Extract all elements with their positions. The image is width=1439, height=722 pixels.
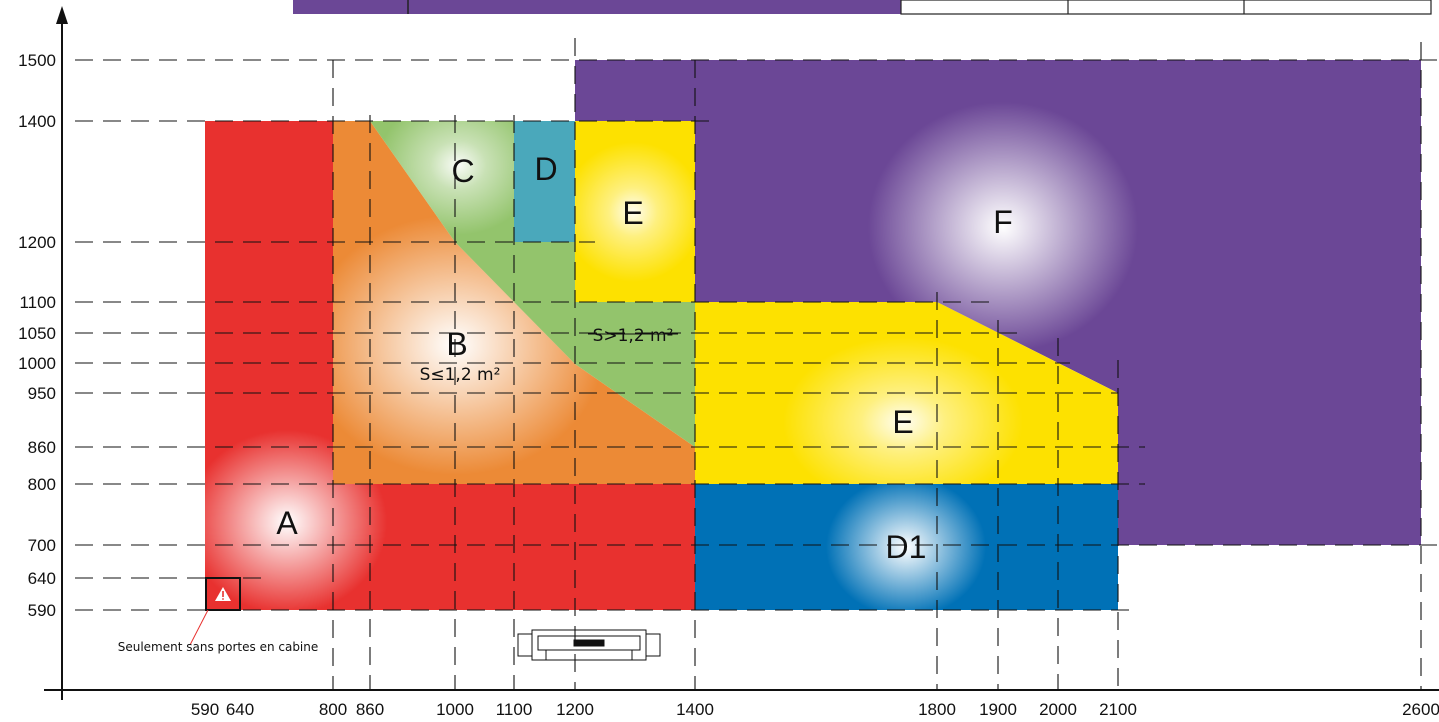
zone-e-upper-label: E <box>622 195 643 231</box>
x-tick-label: 640 <box>226 700 254 719</box>
x-tick-label: 2600 <box>1402 700 1439 719</box>
y-axis-arrow <box>56 6 68 24</box>
x-axis-ticks: 590 640 800 860 1000 1100 1200 1400 1800 1900 2000… <box>191 700 1439 719</box>
y-tick-label: 950 <box>28 384 56 403</box>
zone-c-label: C <box>451 153 474 189</box>
x-tick-label: 1100 <box>496 700 533 719</box>
warning-triangle-icon <box>215 587 231 601</box>
y-tick-label: 700 <box>28 536 56 555</box>
zone-a-label: A <box>276 505 298 541</box>
zone-d1 <box>695 484 1118 610</box>
y-tick-label: 1100 <box>19 293 56 312</box>
x-tick-label: 1800 <box>918 700 956 719</box>
cabin-door-icon <box>517 629 661 661</box>
x-tick-label: 590 <box>191 700 219 719</box>
x-tick-label: 2000 <box>1039 700 1077 719</box>
warning-leader-line <box>189 609 209 646</box>
x-tick-label: 860 <box>356 700 384 719</box>
axes <box>44 6 1439 700</box>
y-tick-label: 1500 <box>18 51 56 70</box>
x-tick-label: 1400 <box>676 700 714 719</box>
zone-d1-label: D1 <box>886 529 927 565</box>
x-tick-label: 1900 <box>979 700 1017 719</box>
zone-e-upper <box>575 121 695 302</box>
x-tick-label: 1200 <box>556 700 594 719</box>
zone-d-label: D <box>534 151 557 187</box>
x-tick-label: 1000 <box>436 700 474 719</box>
zone-b-note: S≤1,2 m² <box>420 365 501 385</box>
zone-b-label: B <box>446 326 467 362</box>
top-table-fragment <box>293 0 1432 15</box>
zone-e-lower <box>695 302 1118 484</box>
warning-marker: Seulement sans portes en cabine <box>118 577 319 654</box>
y-tick-label: 1050 <box>18 324 56 343</box>
y-tick-label: 590 <box>28 601 56 620</box>
zone-d-area <box>514 121 575 242</box>
x-tick-label: 2100 <box>1099 700 1137 719</box>
y-tick-label: 1200 <box>18 233 56 252</box>
zone-f-label: F <box>993 204 1013 240</box>
warning-box <box>205 577 241 611</box>
grid-lines <box>75 38 1439 690</box>
y-tick-label: 1000 <box>18 354 56 373</box>
y-tick-label: 860 <box>28 438 56 457</box>
zone-e-note: S>1,2 m² <box>593 326 674 346</box>
y-tick-label: 640 <box>28 569 56 588</box>
x-tick-label: 800 <box>319 700 347 719</box>
y-axis-ticks: 1500 1400 1200 1100 1050 1000 950 860 800 700 640 5… <box>18 51 56 620</box>
zone-e-lower-label: E <box>892 404 913 440</box>
warning-note: Seulement sans portes en cabine <box>118 640 319 654</box>
y-tick-label: 1400 <box>18 112 56 131</box>
zone-f <box>575 60 1421 545</box>
y-tick-label: 800 <box>28 475 56 494</box>
